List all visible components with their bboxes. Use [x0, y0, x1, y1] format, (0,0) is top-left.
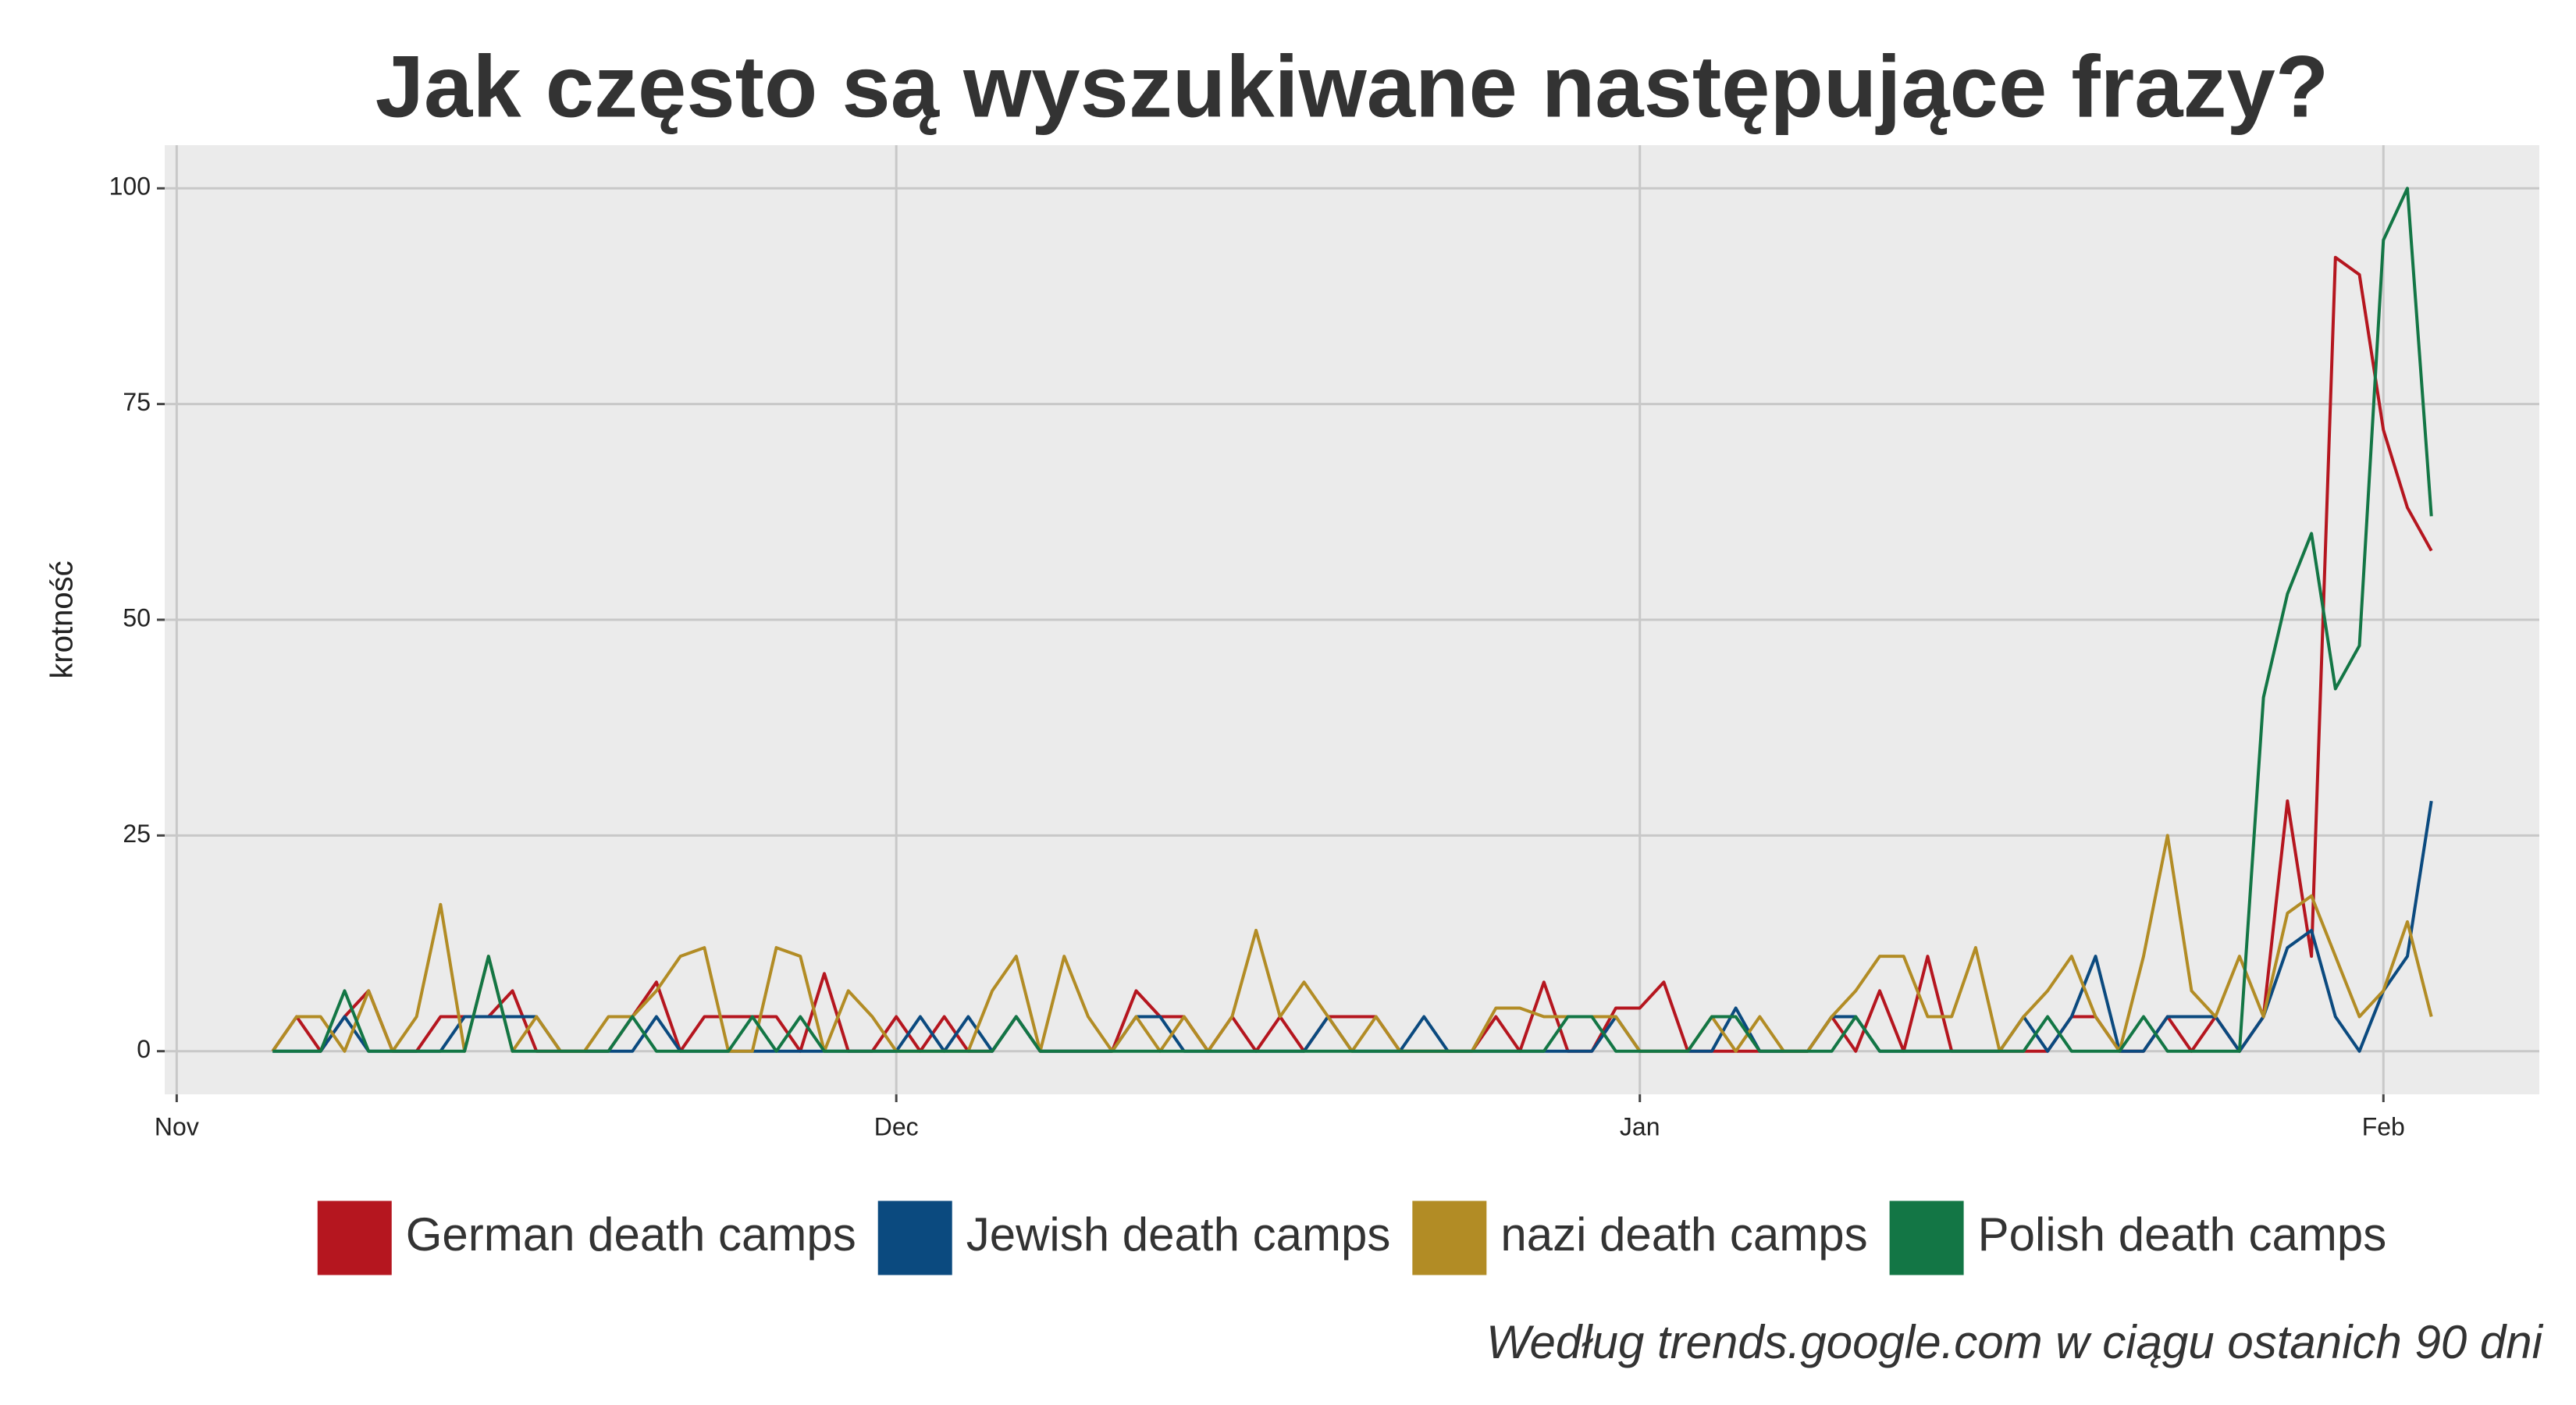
x-tick-label: Jan — [1620, 1112, 1660, 1140]
y-tick-label: 0 — [137, 1035, 151, 1063]
legend-label: Jewish death camps — [966, 1208, 1391, 1261]
lines — [271, 187, 2433, 1053]
legend-swatch — [877, 1200, 952, 1275]
legend-label: German death camps — [406, 1208, 856, 1261]
x-tick-label: Dec — [874, 1112, 919, 1140]
x-tick-label: Feb — [2362, 1112, 2405, 1140]
series-line — [272, 187, 2433, 1053]
caption: Według trends.google.com w ciągu ostanic… — [1486, 1316, 2544, 1368]
legend-label: Polish death camps — [1978, 1208, 2387, 1261]
x-tick-label: Nov — [155, 1112, 199, 1140]
y-tick-label: 75 — [123, 388, 151, 416]
legend-label: nazi death camps — [1500, 1208, 1867, 1261]
legend: German death camps Jewish death camps nazi… — [317, 1200, 2387, 1275]
legend-item: Jewish death camps — [877, 1200, 1391, 1275]
legend-item: nazi death camps — [1412, 1200, 1868, 1275]
legend-item: Polish death camps — [1889, 1200, 2387, 1275]
y-tick-label: 50 — [123, 603, 151, 631]
legend-swatch — [1889, 1200, 1964, 1275]
y-tick-label: 100 — [109, 173, 151, 201]
y-tick-label: 25 — [123, 820, 151, 848]
y-axis-label: krotność — [45, 560, 80, 678]
legend-swatch — [1412, 1200, 1487, 1275]
legend-swatch — [317, 1200, 392, 1275]
legend-item: German death camps — [317, 1200, 856, 1275]
chart-title: Jak często są wyszukiwane następujące fr… — [375, 38, 2329, 136]
